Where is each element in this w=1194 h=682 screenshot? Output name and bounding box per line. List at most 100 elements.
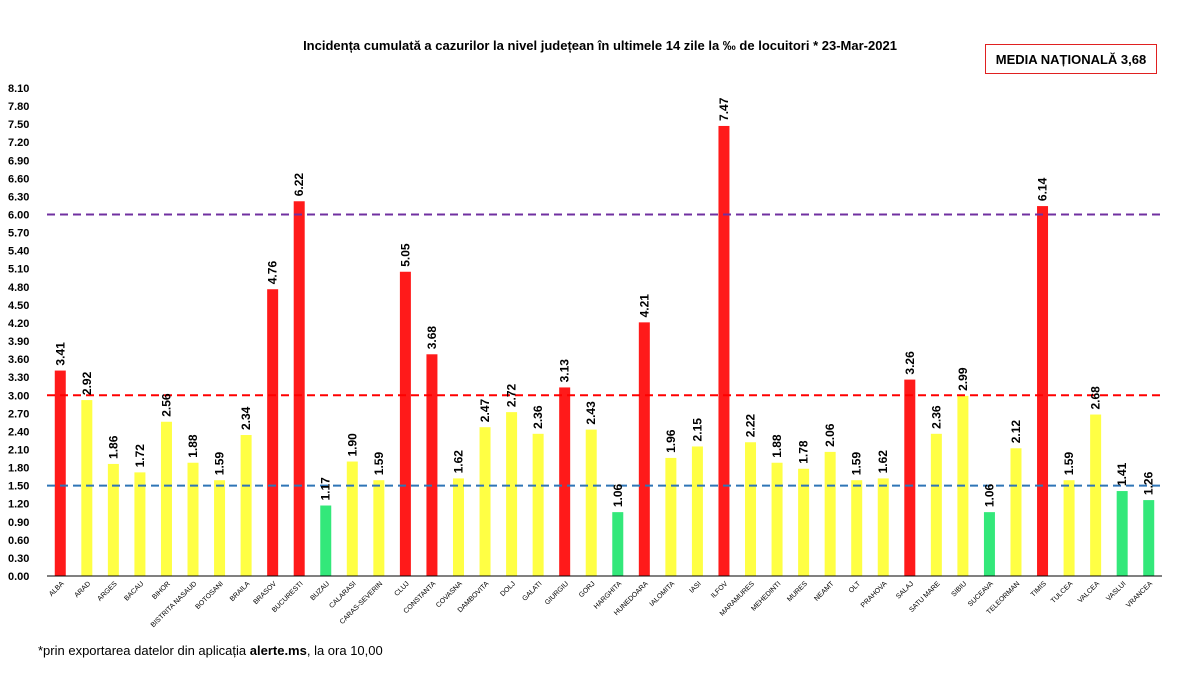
national-average-badge: MEDIA NAȚIONALĂ 3,68 xyxy=(985,44,1157,74)
y-tick-label: 0.60 xyxy=(8,535,29,547)
category-label: SALAJ xyxy=(895,580,915,600)
category-label: GIURGIU xyxy=(544,580,570,606)
y-tick-label: 2.70 xyxy=(8,408,29,420)
bar-brasov xyxy=(267,289,279,576)
bar-alba xyxy=(54,370,66,576)
bar-ialomita xyxy=(665,457,677,576)
bar-caras-severin xyxy=(373,480,385,576)
value-label: 3.26 xyxy=(903,351,917,375)
value-label: 1.62 xyxy=(451,450,465,474)
value-label: 1.72 xyxy=(133,444,147,468)
value-label: 2.99 xyxy=(956,367,970,391)
value-label: 1.17 xyxy=(319,477,333,501)
value-label: 4.76 xyxy=(266,261,280,285)
bar-vaslui xyxy=(1116,491,1128,576)
value-label: 2.56 xyxy=(159,393,173,417)
y-tick-label: 1.50 xyxy=(8,481,29,493)
y-tick-label: 2.40 xyxy=(8,426,29,438)
bar-cluj xyxy=(399,271,411,576)
value-label: 3.68 xyxy=(425,326,439,350)
bar-salaj xyxy=(904,379,916,576)
category-label: PRAHOVA xyxy=(860,580,889,609)
bar-hunedoara xyxy=(638,322,650,576)
y-tick-label: 1.20 xyxy=(8,499,29,511)
y-tick-label: 0.00 xyxy=(8,571,29,583)
y-tick-label: 1.80 xyxy=(8,463,29,475)
value-label: 2.36 xyxy=(531,405,545,429)
y-tick-label: 8.10 xyxy=(8,83,29,95)
value-label: 7.47 xyxy=(717,97,731,121)
bar-ilfov xyxy=(718,125,730,576)
value-label: 1.88 xyxy=(770,434,784,458)
value-label: 1.62 xyxy=(876,450,890,474)
category-label: SIBIU xyxy=(950,580,968,598)
category-label: CLUJ xyxy=(393,580,410,597)
value-labels: 3.41 2.92 1.86 1.72 2.56 1.88 1.59 2.34 4.76 6.22… xyxy=(53,97,1155,507)
threshold-lines xyxy=(47,213,1165,487)
y-tick-label: 6.30 xyxy=(8,191,29,203)
category-label: ARGES xyxy=(96,580,119,603)
y-tick-label: 6.00 xyxy=(8,210,29,222)
bar-calarasi xyxy=(346,461,358,576)
value-label: 1.96 xyxy=(664,429,678,453)
y-tick-label: 7.50 xyxy=(8,119,29,131)
bar-satu-mare xyxy=(930,433,942,576)
bar-suceava xyxy=(983,512,995,576)
y-tick-label: 4.20 xyxy=(8,318,29,330)
footnote-text: *prin exportarea datelor din aplicația xyxy=(38,643,250,658)
bar-chart: 0.00 0.30 0.60 0.90 1.20 1.50 1.80 2.10 2.40 2.70… xyxy=(8,83,1165,629)
bar-giurgiu xyxy=(559,387,571,576)
y-tick-label: 0.90 xyxy=(8,517,29,529)
value-label: 1.59 xyxy=(1062,452,1076,476)
category-label: VRANCEA xyxy=(1125,580,1154,609)
bar-valcea xyxy=(1090,414,1102,576)
y-tick-label: 4.50 xyxy=(8,300,29,312)
y-tick-label: 5.10 xyxy=(8,264,29,276)
category-label: BRASOV xyxy=(252,580,278,606)
bar-dambovita xyxy=(479,427,491,576)
y-tick-label: 3.00 xyxy=(8,390,29,402)
footnote-time: , la ora 10,00 xyxy=(306,643,383,658)
y-tick-label: 6.90 xyxy=(8,155,29,167)
category-label: TULCEA xyxy=(1050,580,1075,605)
value-label: 4.21 xyxy=(637,294,651,318)
category-label: TIMIS xyxy=(1030,580,1048,598)
category-label: GALATI xyxy=(521,580,543,602)
category-label: NEAMT xyxy=(813,580,836,603)
value-label: 2.22 xyxy=(744,414,758,438)
bar-bistrita-nasaud xyxy=(187,462,199,576)
value-label: 2.34 xyxy=(239,406,253,430)
bar-arges xyxy=(107,463,119,576)
y-tick-label: 5.40 xyxy=(8,246,29,258)
bar-teleorman xyxy=(1010,448,1022,576)
bar-olt xyxy=(851,480,863,576)
category-label: MURES xyxy=(786,580,809,603)
bar-iasi xyxy=(691,446,703,576)
category-label: ALBA xyxy=(48,580,66,598)
category-label: IASI xyxy=(689,580,703,594)
footnote-app-name: alerte.ms xyxy=(249,643,307,658)
value-label: 5.05 xyxy=(398,243,412,267)
value-label: 1.88 xyxy=(186,434,200,458)
bars xyxy=(54,125,1155,576)
bar-dolj xyxy=(506,412,518,576)
category-label: BIHOR xyxy=(151,580,172,601)
category-label: ARAD xyxy=(74,580,93,599)
y-tick-label: 7.80 xyxy=(8,101,29,113)
category-label: IALOMITA xyxy=(649,580,677,608)
bar-constanta xyxy=(426,354,438,576)
category-label: BRAILA xyxy=(229,580,252,603)
value-label: 6.22 xyxy=(292,173,306,197)
y-tick-label: 6.60 xyxy=(8,173,29,185)
bar-mehedinti xyxy=(771,462,783,576)
value-label: 2.12 xyxy=(1009,420,1023,444)
value-label: 1.78 xyxy=(797,440,811,464)
bar-covasna xyxy=(452,478,464,576)
value-label: 1.06 xyxy=(982,483,996,507)
bar-braila xyxy=(240,435,252,576)
category-label: BISTRITA NASAUD xyxy=(150,580,199,629)
category-label: ILFOV xyxy=(710,580,729,599)
footnote: *prin exportarea datelor din aplicația a… xyxy=(38,643,383,658)
value-label: 1.41 xyxy=(1115,462,1129,486)
bar-vrancea xyxy=(1143,500,1155,576)
